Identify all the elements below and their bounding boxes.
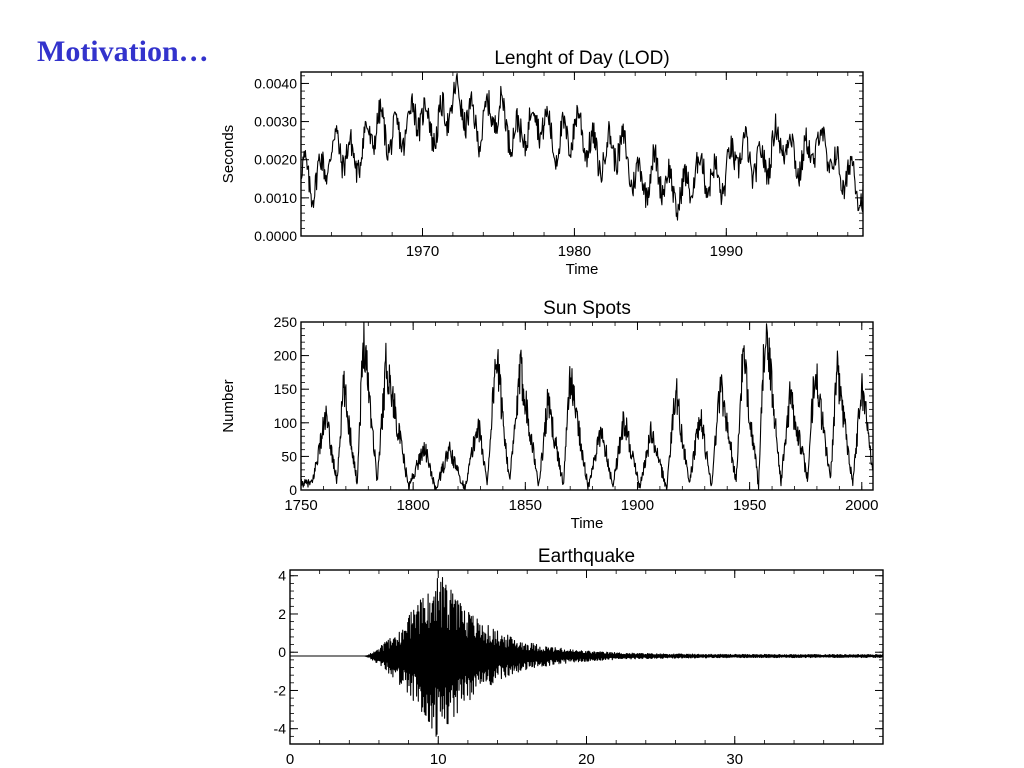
- y-tick-label: 4: [278, 568, 286, 584]
- x-tick-label: 1970: [406, 243, 439, 260]
- y-axis-label: Seconds: [220, 125, 237, 183]
- chart-title: Earthquake: [538, 546, 635, 567]
- x-tick-label: 2000: [845, 497, 878, 514]
- earthquake-chart: Earthquake 0 10 20 30 -4 -2 0 2 4: [274, 546, 884, 768]
- x-tick-label: 1950: [733, 497, 766, 514]
- y-tick-label: -4: [274, 721, 287, 737]
- y-tick-label: 0.0010: [254, 190, 297, 206]
- y-tick-label: 2: [278, 606, 286, 622]
- sunspot-series-line: [300, 321, 874, 491]
- lod-chart: Lenght of Day (LOD) 1970 1980 1990 0.0000 0.0…: [220, 48, 864, 278]
- x-axis-label: Time: [571, 515, 604, 532]
- y-tick-label: 50: [281, 448, 297, 464]
- y-tick-label: 200: [274, 348, 298, 364]
- x-tick-label: 1980: [558, 243, 591, 260]
- y-tick-label: 0: [289, 482, 297, 498]
- x-tick-label: 1900: [621, 497, 654, 514]
- x-tick-label: 0: [286, 751, 294, 768]
- y-tick-label: 100: [274, 415, 298, 431]
- y-tick-label: 250: [274, 314, 298, 330]
- x-tick-label: 1750: [284, 497, 317, 514]
- y-tick-label: 150: [274, 381, 298, 397]
- x-axis-label: Time: [566, 261, 599, 278]
- x-tick-label: 1800: [396, 497, 429, 514]
- plot-frame: [300, 71, 864, 237]
- y-axis-label: Number: [220, 379, 237, 432]
- lod-series-line: [300, 72, 864, 221]
- y-tick-label: 0: [278, 644, 286, 660]
- sunspots-chart: Sun Spots 1750 1800 1850 1900 1950 2000 0 50 100 1…: [220, 298, 878, 532]
- x-tick-label: 10: [430, 751, 447, 768]
- chart-title: Lenght of Day (LOD): [494, 48, 669, 69]
- chart-title: Sun Spots: [543, 298, 631, 319]
- y-tick-label: 0.0020: [254, 152, 297, 168]
- x-tick-label: 1990: [710, 243, 743, 260]
- y-tick-label: -2: [274, 682, 287, 698]
- x-tick-label: 1850: [509, 497, 542, 514]
- x-tick-label: 20: [578, 751, 595, 768]
- plot-frame: [300, 321, 874, 491]
- earthquake-series-line: [289, 577, 884, 737]
- slide-title: Motivation…: [37, 35, 209, 68]
- y-tick-label: 0.0000: [254, 228, 297, 244]
- y-tick-label: 0.0030: [254, 114, 297, 130]
- y-tick-label: 0.0040: [254, 75, 297, 91]
- x-tick-label: 30: [726, 751, 743, 768]
